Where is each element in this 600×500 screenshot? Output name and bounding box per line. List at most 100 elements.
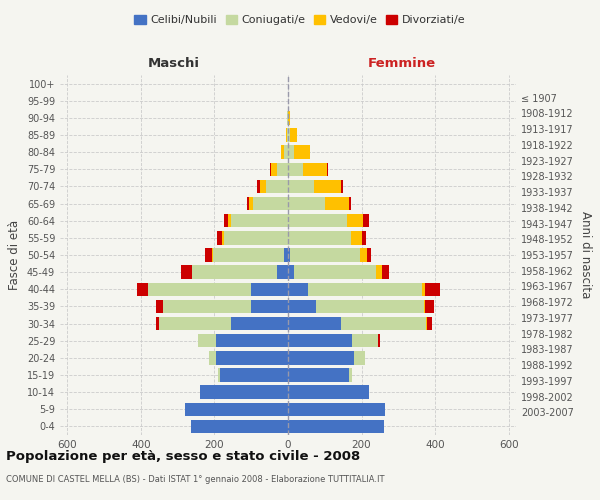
Bar — [284, 146, 288, 159]
Legend: Celibi/Nubili, Coniugati/e, Vedovi/e, Divorziati/e: Celibi/Nubili, Coniugati/e, Vedovi/e, Di… — [130, 10, 470, 30]
Bar — [269, 162, 271, 176]
Bar — [288, 231, 350, 244]
Bar — [316, 300, 424, 313]
Bar — [222, 231, 224, 244]
Bar — [277, 162, 288, 176]
Bar — [341, 317, 426, 330]
Bar — [247, 197, 248, 210]
Bar — [422, 282, 425, 296]
Bar — [218, 368, 220, 382]
Bar — [288, 146, 293, 159]
Bar — [314, 180, 341, 193]
Bar — [260, 180, 266, 193]
Bar — [349, 197, 350, 210]
Bar — [288, 300, 316, 313]
Bar — [163, 300, 251, 313]
Bar — [220, 368, 288, 382]
Bar — [360, 248, 367, 262]
Bar — [427, 317, 432, 330]
Bar — [159, 317, 231, 330]
Bar — [288, 266, 293, 279]
Bar — [288, 368, 349, 382]
Text: Femmine: Femmine — [368, 57, 436, 70]
Bar — [289, 111, 290, 124]
Bar — [425, 300, 434, 313]
Bar — [288, 334, 352, 347]
Bar — [191, 266, 193, 279]
Bar — [308, 282, 422, 296]
Bar — [185, 402, 288, 416]
Bar — [251, 282, 288, 296]
Bar — [288, 402, 385, 416]
Bar — [277, 266, 288, 279]
Bar — [425, 282, 440, 296]
Bar — [157, 317, 159, 330]
Bar — [288, 282, 308, 296]
Bar — [253, 197, 288, 210]
Bar — [350, 231, 362, 244]
Bar — [290, 248, 360, 262]
Bar — [224, 214, 228, 228]
Bar — [341, 180, 343, 193]
Bar — [231, 214, 288, 228]
Bar — [288, 386, 369, 399]
Bar — [325, 197, 349, 210]
Bar — [257, 180, 260, 193]
Bar — [181, 266, 191, 279]
Bar — [271, 162, 277, 176]
Bar — [224, 231, 288, 244]
Bar — [193, 266, 277, 279]
Bar — [378, 334, 380, 347]
Bar — [288, 197, 325, 210]
Bar — [288, 317, 341, 330]
Bar — [217, 231, 222, 244]
Bar — [209, 351, 216, 364]
Bar — [251, 300, 288, 313]
Bar — [228, 214, 231, 228]
Bar — [137, 282, 148, 296]
Bar — [382, 266, 389, 279]
Bar — [293, 146, 310, 159]
Bar — [349, 368, 352, 382]
Bar — [376, 266, 382, 279]
Text: Popolazione per età, sesso e stato civile - 2008: Popolazione per età, sesso e stato civil… — [6, 450, 360, 463]
Bar — [200, 386, 288, 399]
Bar — [293, 266, 376, 279]
Text: Maschi: Maschi — [148, 57, 200, 70]
Y-axis label: Fasce di età: Fasce di età — [8, 220, 21, 290]
Bar — [424, 300, 425, 313]
Bar — [288, 162, 303, 176]
Text: COMUNE DI CASTEL MELLA (BS) - Dati ISTAT 1° gennaio 2008 - Elaborazione TUTTITAL: COMUNE DI CASTEL MELLA (BS) - Dati ISTAT… — [6, 475, 385, 484]
Bar — [367, 248, 371, 262]
Bar — [287, 111, 288, 124]
Bar — [426, 317, 427, 330]
Bar — [288, 351, 354, 364]
Bar — [288, 214, 347, 228]
Bar — [191, 420, 288, 433]
Bar — [231, 317, 288, 330]
Bar — [354, 351, 365, 364]
Bar — [288, 180, 314, 193]
Bar — [216, 351, 288, 364]
Bar — [266, 180, 288, 193]
Bar — [326, 162, 328, 176]
Bar — [212, 248, 284, 262]
Bar — [284, 248, 288, 262]
Bar — [157, 300, 163, 313]
Bar — [287, 128, 288, 141]
Y-axis label: Anni di nascita: Anni di nascita — [579, 212, 592, 298]
Bar — [248, 197, 253, 210]
Bar — [288, 248, 290, 262]
Bar — [364, 214, 369, 228]
Bar — [362, 231, 366, 244]
Bar — [288, 420, 383, 433]
Bar — [290, 128, 297, 141]
Bar — [148, 282, 251, 296]
Bar — [288, 128, 290, 141]
Bar — [205, 248, 212, 262]
Bar — [303, 162, 326, 176]
Bar — [352, 334, 378, 347]
Bar — [347, 214, 364, 228]
Bar — [281, 146, 284, 159]
Bar — [198, 334, 216, 347]
